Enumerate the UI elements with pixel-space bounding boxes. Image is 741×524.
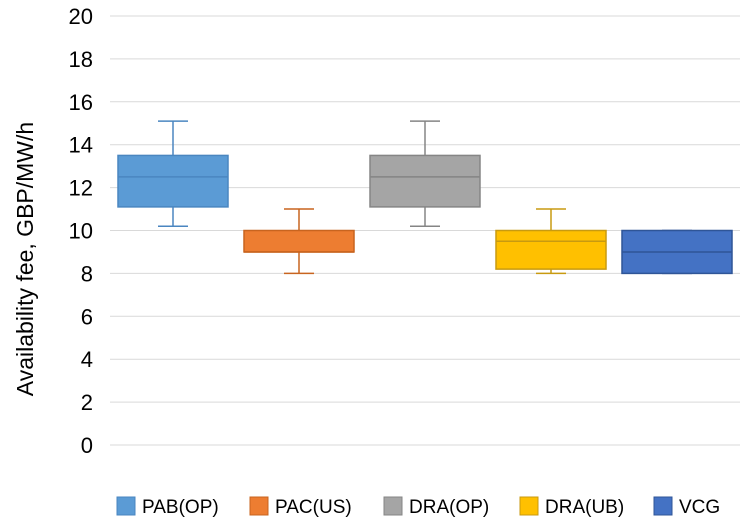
iqr-box: [243, 229, 355, 253]
y-tick-label: 8: [81, 261, 93, 286]
iqr-box: [369, 154, 481, 208]
y-tick-label: 0: [81, 433, 93, 458]
y-tick-label: 10: [69, 219, 93, 244]
legend-item: DRA(UB): [519, 496, 624, 518]
y-tick-label: 16: [69, 90, 93, 115]
y-tick-label: 4: [81, 347, 93, 372]
box-vcg: [621, 229, 733, 275]
iqr-box: [117, 154, 229, 208]
y-tick-label: 6: [81, 304, 93, 329]
legend-label: PAB(OP): [142, 497, 219, 518]
box-pab-op-: [117, 120, 229, 227]
legend-label: VCG: [679, 497, 720, 518]
legend-swatch: [383, 496, 403, 516]
legend-swatch: [116, 496, 136, 516]
box-pac-us-: [243, 208, 355, 275]
y-tick-label: 2: [81, 390, 93, 415]
y-tick-label: 12: [69, 176, 93, 201]
legend-swatch: [249, 496, 269, 516]
legend-item: VCG: [653, 496, 720, 518]
legend-label: DRA(OP): [409, 497, 489, 518]
legend-swatch: [519, 496, 539, 516]
box-series: [117, 120, 733, 275]
legend-item: PAB(OP): [116, 496, 219, 518]
legend: PAB(OP) PAC(US) DRA(OP) DRA(UB) VCG: [116, 496, 720, 518]
box-dra-op-: [369, 120, 481, 227]
box-dra-ub-: [495, 208, 607, 275]
y-axis-tick-labels: 0 2 4 6 8 10 12 14 16 18 20: [69, 4, 93, 458]
legend-label: DRA(UB): [545, 497, 624, 518]
y-tick-label: 20: [69, 4, 93, 29]
iqr-box: [495, 229, 607, 270]
legend-item: PAC(US): [249, 496, 352, 518]
y-tick-label: 14: [69, 133, 93, 158]
y-axis-title: Availability fee, GBP/MW/h: [12, 122, 38, 396]
legend-item: DRA(OP): [383, 496, 489, 518]
y-tick-label: 18: [69, 47, 93, 72]
legend-swatch: [653, 496, 673, 516]
legend-label: PAC(US): [275, 497, 352, 518]
